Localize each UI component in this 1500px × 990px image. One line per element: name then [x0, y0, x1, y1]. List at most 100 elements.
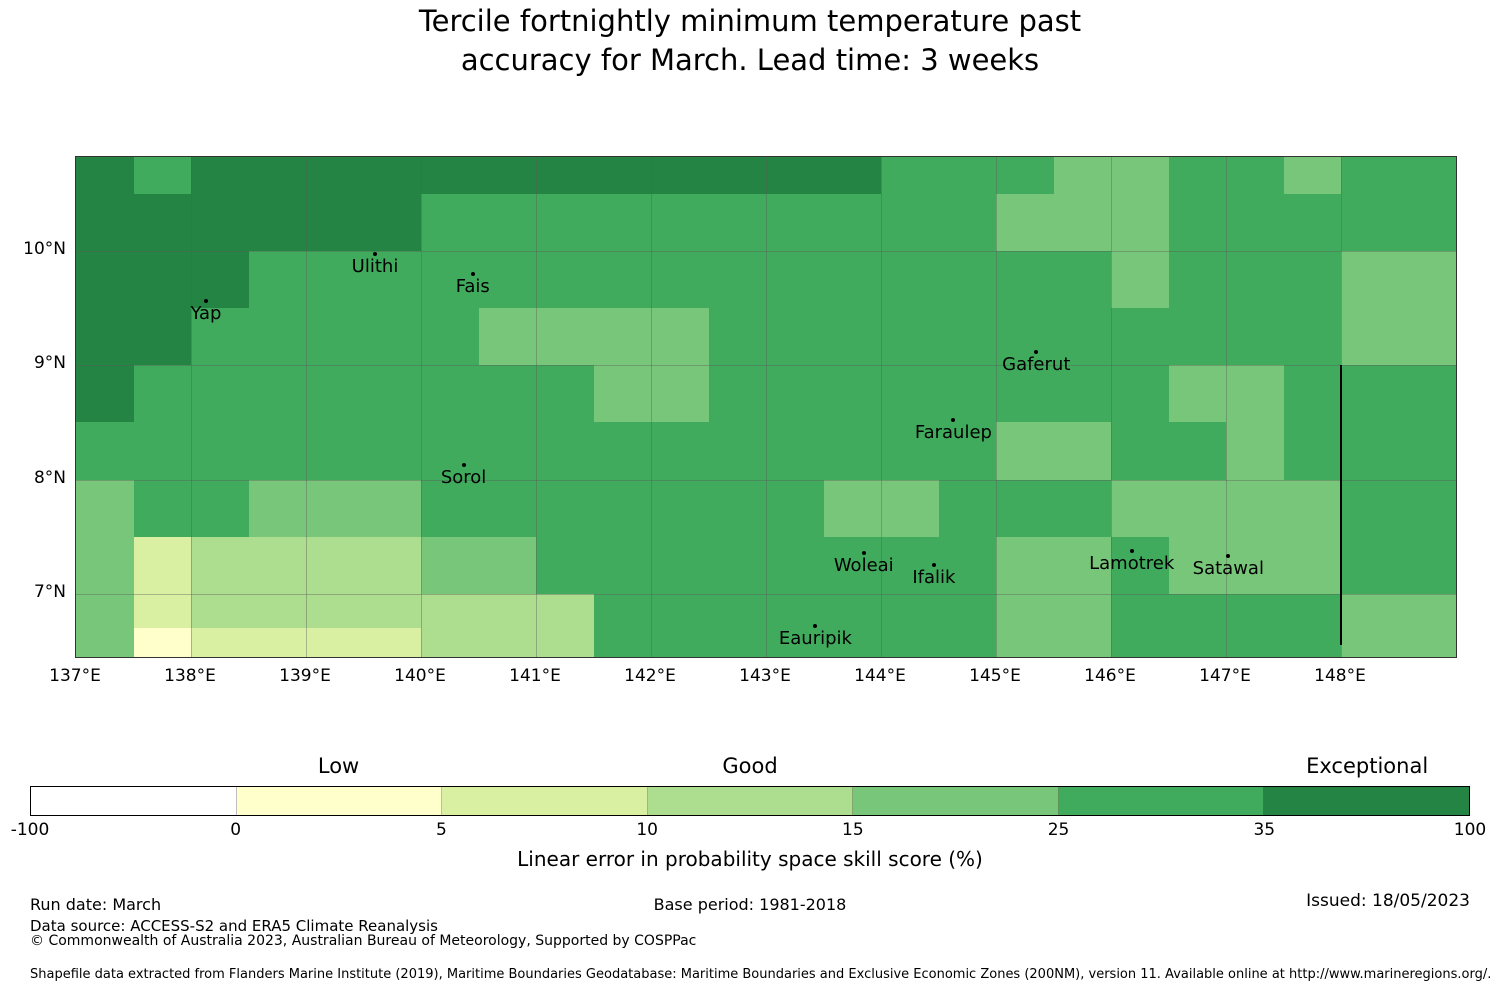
map-cell [594, 194, 651, 251]
map-cell [881, 365, 939, 422]
map-cell [191, 194, 249, 251]
map-cell [1399, 628, 1456, 657]
colorbar-tick-label: 15 [842, 820, 864, 840]
map-cell [191, 422, 249, 480]
colorbar-tick-label: 100 [1453, 820, 1487, 840]
colorbar-category-label: Exceptional [1306, 754, 1429, 778]
map-cell [421, 537, 479, 594]
map-cell [249, 480, 306, 537]
map-cell [1054, 537, 1111, 594]
map-cell [76, 537, 134, 594]
map-cell [939, 480, 996, 537]
map-cell [1341, 537, 1399, 594]
map-cell [766, 365, 824, 422]
map-cell [1054, 480, 1111, 537]
map-cell [364, 157, 421, 194]
map-cell [824, 308, 881, 365]
map-cell [594, 365, 651, 422]
grid-line-meridian [1111, 157, 1112, 657]
map-cell [249, 251, 306, 308]
map-cell [651, 537, 709, 594]
colorbar-segment [442, 787, 648, 815]
map-cell [249, 365, 306, 422]
grid-line-meridian [996, 157, 997, 657]
place-label: Satawal [1192, 558, 1264, 580]
map-cell [536, 628, 594, 657]
map-cell [651, 594, 709, 628]
map-cell [1341, 157, 1399, 194]
map-cell [766, 628, 824, 657]
colorbar-category-label: Low [317, 754, 360, 778]
map-cell [1284, 157, 1341, 194]
map-cell [1341, 308, 1399, 365]
place-label: Faraulep [914, 422, 992, 444]
map-cell [766, 594, 824, 628]
map-cell [249, 537, 306, 594]
map-cell [421, 194, 479, 251]
map-cell [306, 537, 364, 594]
map-cell [939, 308, 996, 365]
map-cell [996, 251, 1054, 308]
island-marker-dot [461, 462, 466, 467]
map-cell [479, 537, 536, 594]
y-axis-tick-label: 10°N [23, 238, 66, 259]
map-cell [1284, 480, 1341, 537]
map-cell [536, 194, 594, 251]
map-cell [594, 628, 651, 657]
map-cell [996, 594, 1054, 628]
map-cell [421, 628, 479, 657]
map-cell [76, 594, 134, 628]
map-cell [134, 537, 191, 594]
place-label: Eauripik [778, 628, 852, 650]
map-cell [1111, 628, 1169, 657]
map-cell [536, 537, 594, 594]
map-cell [1111, 365, 1169, 422]
map-cell [249, 422, 306, 480]
colorbar [30, 786, 1470, 816]
map-cell [364, 194, 421, 251]
chart-title-line1: Tercile fortnightly minimum temperature … [418, 4, 1082, 38]
x-axis-tick-label: 143°E [739, 666, 791, 686]
map-cell [1111, 480, 1169, 537]
map-cell [536, 157, 594, 194]
grid-line-meridian [191, 157, 192, 657]
map-cell [594, 157, 651, 194]
island-marker-dot [1034, 349, 1039, 354]
map-cell [1054, 594, 1111, 628]
map-cell [939, 594, 996, 628]
map-cell [1111, 537, 1169, 594]
y-axis-tick-label: 9°N [33, 353, 66, 374]
map-cell [1284, 251, 1341, 308]
map-cell [824, 157, 881, 194]
map-cell [1054, 422, 1111, 480]
map-cell [1111, 251, 1169, 308]
map-cell [996, 537, 1054, 594]
map-cell [594, 594, 651, 628]
colorbar-category-label: Good [722, 754, 778, 778]
shapefile-note-text: Shapefile data extracted from Flanders M… [30, 967, 1492, 982]
map-cell [1341, 365, 1399, 422]
map-cell [939, 537, 996, 594]
map-cell [249, 308, 306, 365]
map-cell [766, 537, 824, 594]
map-cell [76, 157, 134, 194]
map-cell [766, 251, 824, 308]
map-cell [651, 157, 709, 194]
map-cell [1169, 251, 1226, 308]
y-axis-tick-label: 8°N [33, 467, 66, 488]
map-cell [421, 594, 479, 628]
map-cell [996, 365, 1054, 422]
map-cell [364, 628, 421, 657]
map-cell [191, 628, 249, 657]
map-cell [1111, 422, 1169, 480]
x-axis-tick-label: 142°E [624, 666, 676, 686]
map-cell [1284, 594, 1341, 628]
island-marker-dot [1129, 548, 1134, 553]
map-cell [939, 194, 996, 251]
map-cell [76, 365, 134, 422]
map-cell [766, 480, 824, 537]
grid-line-meridian [881, 157, 882, 657]
map-cell [76, 194, 134, 251]
map-cell [939, 365, 996, 422]
map-cell [191, 594, 249, 628]
